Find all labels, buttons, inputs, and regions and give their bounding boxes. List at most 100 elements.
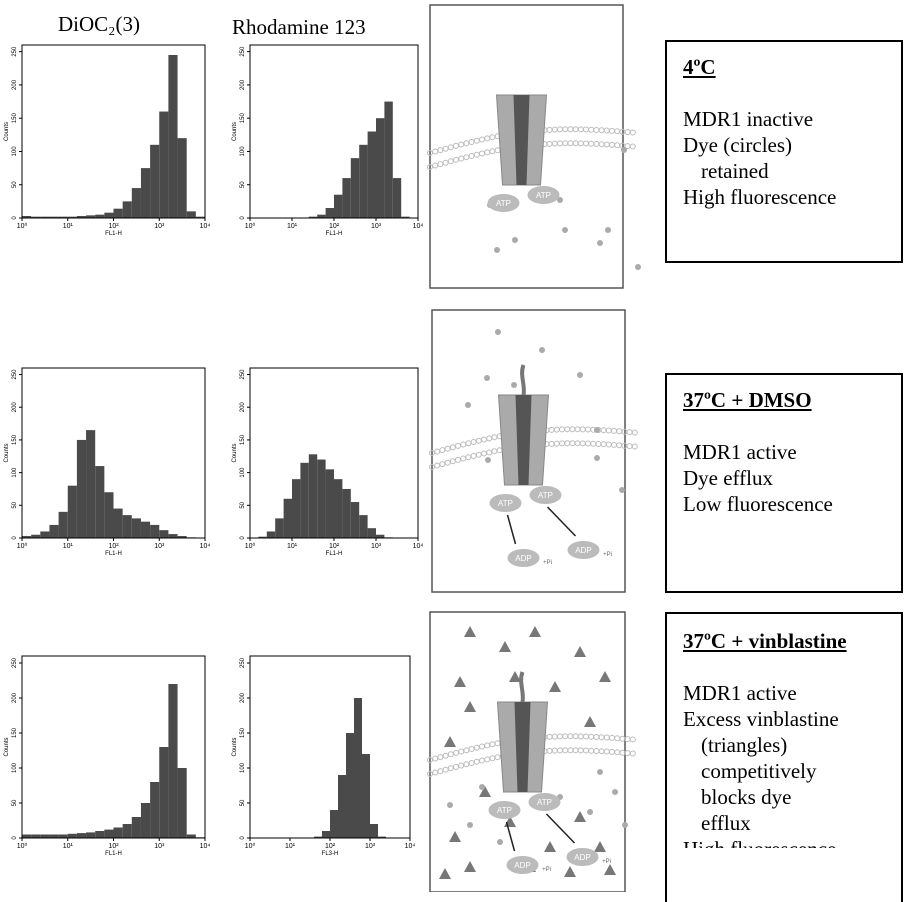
y-axis-label: Counts [4, 122, 10, 141]
y-tick-label: 150 [12, 113, 18, 124]
vinblastine [464, 701, 476, 712]
vinblastine [454, 676, 466, 687]
lipid-head [629, 129, 636, 136]
lipid-head [447, 765, 454, 772]
histogram-bar [308, 216, 318, 218]
atp-label: ATP [497, 806, 512, 815]
x-tick-label: 10² [108, 543, 119, 550]
y-tick-label: 0 [12, 536, 18, 540]
histogram-bar [159, 111, 169, 218]
condition-line: MDR1 active [683, 440, 797, 464]
lipid-head [624, 750, 631, 757]
vinblastine [599, 671, 611, 682]
lipid-head [442, 159, 449, 166]
histogram-bar [113, 508, 123, 538]
lipid-head [427, 771, 433, 777]
y-tick-label: 0 [240, 216, 246, 220]
y-axis-label: Counts [232, 122, 238, 141]
y-axis-label: Counts [232, 443, 238, 462]
histogram-bar [140, 168, 151, 218]
histogram-bar [31, 216, 41, 218]
lipid-head [447, 751, 454, 758]
y-tick-label: 200 [12, 402, 18, 413]
histogram-bar [283, 498, 292, 538]
histogram-bar [150, 144, 160, 218]
vinblastine [479, 786, 491, 797]
lipid-head [629, 750, 636, 757]
condition-box: 37ºC + DMSO MDR1 active Dye efflux Low f… [665, 373, 903, 593]
vinblastine [584, 716, 596, 727]
histogram-bar [40, 531, 50, 538]
y-tick-label: 150 [12, 434, 18, 445]
x-axis-label: FL1-H [105, 851, 122, 857]
y-tick-label: 250 [12, 657, 18, 668]
lipid-head [427, 150, 433, 156]
histogram-bar [49, 834, 59, 838]
atp-label: ATP [536, 191, 551, 200]
y-tick-label: 200 [12, 692, 18, 703]
x-tick-label: 10² [329, 543, 340, 550]
y-tick-label: 250 [240, 657, 246, 668]
x-tick-label: 10³ [154, 223, 165, 230]
x-tick-label: 10¹ [63, 223, 74, 230]
pi-label: +Pi [603, 552, 612, 558]
y-tick-label: 0 [240, 836, 246, 840]
condition-box: 4ºC MDR1 inactive Dye (circles) retained… [665, 40, 903, 263]
y-tick-label: 100 [240, 146, 246, 157]
lipid-head [629, 736, 636, 743]
pi-label: +Pi [602, 859, 611, 865]
dye [557, 197, 563, 203]
vinblastine [549, 681, 561, 692]
atp [489, 494, 522, 512]
histogram-bar [177, 138, 187, 218]
histogram-bar [122, 201, 132, 218]
y-tick-label: 50 [240, 501, 246, 508]
dye [597, 240, 603, 246]
atp-label: ATP [537, 798, 552, 807]
y-tick-label: 100 [12, 467, 18, 478]
y-tick-label: 0 [12, 836, 18, 840]
vinblastine [464, 861, 476, 872]
dye [494, 247, 500, 253]
x-tick-label: 10¹ [63, 843, 74, 850]
adp [507, 549, 540, 567]
dye [635, 264, 641, 270]
dye [512, 237, 518, 243]
histogram-bar [342, 178, 351, 218]
adp-label: ADP [515, 554, 531, 563]
vinblastine [574, 811, 586, 822]
histogram-bar [31, 534, 41, 538]
adp [567, 541, 600, 559]
y-tick-label: 50 [12, 501, 18, 508]
condition-title: 37ºC + DMSO [683, 388, 812, 412]
x-tick-label: 10³ [154, 843, 165, 850]
y-tick-label: 150 [240, 434, 246, 445]
lipid-head [434, 462, 441, 469]
x-tick-label: 10⁰ [17, 842, 28, 850]
histogram-bar [342, 488, 351, 538]
condition-line: (triangles) [701, 733, 788, 757]
histogram-bar [104, 212, 114, 218]
x-tick-label: 10⁴ [200, 543, 211, 550]
y-tick-label: 200 [240, 692, 246, 703]
histogram-bar [22, 834, 32, 838]
histogram-bar [140, 803, 151, 838]
y-tick-label: 50 [240, 799, 246, 806]
lipid-head [624, 129, 631, 136]
lipid-head [453, 749, 459, 756]
histogram-bar [330, 810, 339, 838]
lipid-head [624, 736, 631, 743]
histogram-bar [95, 466, 105, 538]
dye [467, 822, 473, 828]
histogram-bar [177, 536, 187, 538]
x-tick-label: 10³ [371, 543, 382, 550]
histogram-bar [131, 817, 141, 838]
adp [506, 856, 539, 874]
histogram-bar [122, 515, 132, 538]
x-tick-label: 10⁰ [17, 222, 28, 230]
dye [495, 329, 501, 335]
transporter-channel [513, 95, 530, 185]
dye [612, 789, 618, 795]
x-axis-label: FL1-H [105, 551, 122, 557]
dye [577, 372, 583, 378]
